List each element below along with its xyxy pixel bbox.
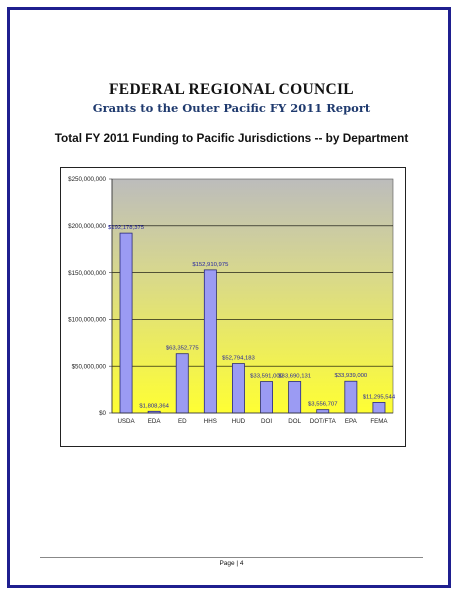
x-tick-label: DOL bbox=[288, 418, 301, 425]
data-label: $1,808,364 bbox=[139, 403, 169, 409]
x-tick-label: USDA bbox=[117, 418, 135, 425]
bar bbox=[232, 363, 245, 414]
page-border bbox=[7, 7, 451, 588]
data-label: $152,910,975 bbox=[192, 262, 229, 268]
y-tick-label: $250,000,000 bbox=[68, 176, 106, 183]
bar bbox=[372, 402, 386, 414]
x-tick-label: FEMA bbox=[370, 418, 388, 425]
chart-title: Total FY 2011 Funding to Pacific Jurisdi… bbox=[54, 131, 409, 145]
bar bbox=[119, 232, 133, 414]
data-label: $33,690,131 bbox=[278, 373, 311, 379]
y-tick-label: $150,000,000 bbox=[68, 270, 106, 277]
y-tick-label: $50,000,000 bbox=[72, 363, 107, 370]
data-label: $192,178,375 bbox=[108, 225, 145, 231]
footer-rule bbox=[40, 557, 423, 558]
plot-area bbox=[111, 178, 394, 414]
bar bbox=[288, 381, 302, 414]
y-tick-label: $200,000,000 bbox=[68, 223, 106, 230]
data-label: $11,295,544 bbox=[363, 394, 396, 400]
x-tick-label: EDA bbox=[148, 418, 162, 425]
chart-frame: $0 $50,000,000 $100,000,000 $150,000,000 $20… bbox=[60, 167, 406, 447]
data-label: $33,591,000 bbox=[250, 374, 283, 380]
bar bbox=[175, 353, 189, 414]
x-tick-label: DOI bbox=[261, 418, 272, 425]
x-tick-label: HHS bbox=[204, 418, 217, 425]
page-number: Page | 4 bbox=[219, 560, 244, 567]
x-tick-label: DOT/FTA bbox=[310, 418, 337, 425]
bar bbox=[344, 380, 358, 414]
y-tick-label: $0 bbox=[99, 410, 106, 417]
data-label: $3,556,707 bbox=[308, 402, 337, 408]
x-tick-label: ED bbox=[178, 418, 187, 425]
document-subtitle: Grants to the Outer Pacific FY 2011 Repo… bbox=[92, 101, 371, 115]
bar bbox=[260, 381, 273, 414]
bar bbox=[316, 409, 330, 414]
data-label: $52,794,183 bbox=[222, 356, 255, 362]
document-title: FEDERAL REGIONAL COUNCIL bbox=[109, 81, 354, 98]
data-label: $33,939,000 bbox=[334, 373, 367, 379]
bar bbox=[203, 269, 217, 414]
y-tick-label: $100,000,000 bbox=[68, 317, 106, 324]
bar-chart: $0 $50,000,000 $100,000,000 $150,000,000 $20… bbox=[68, 176, 396, 425]
x-tick-label: HUD bbox=[232, 418, 246, 425]
x-tick-label: EPA bbox=[345, 418, 358, 425]
data-label: $63,352,775 bbox=[166, 346, 199, 352]
